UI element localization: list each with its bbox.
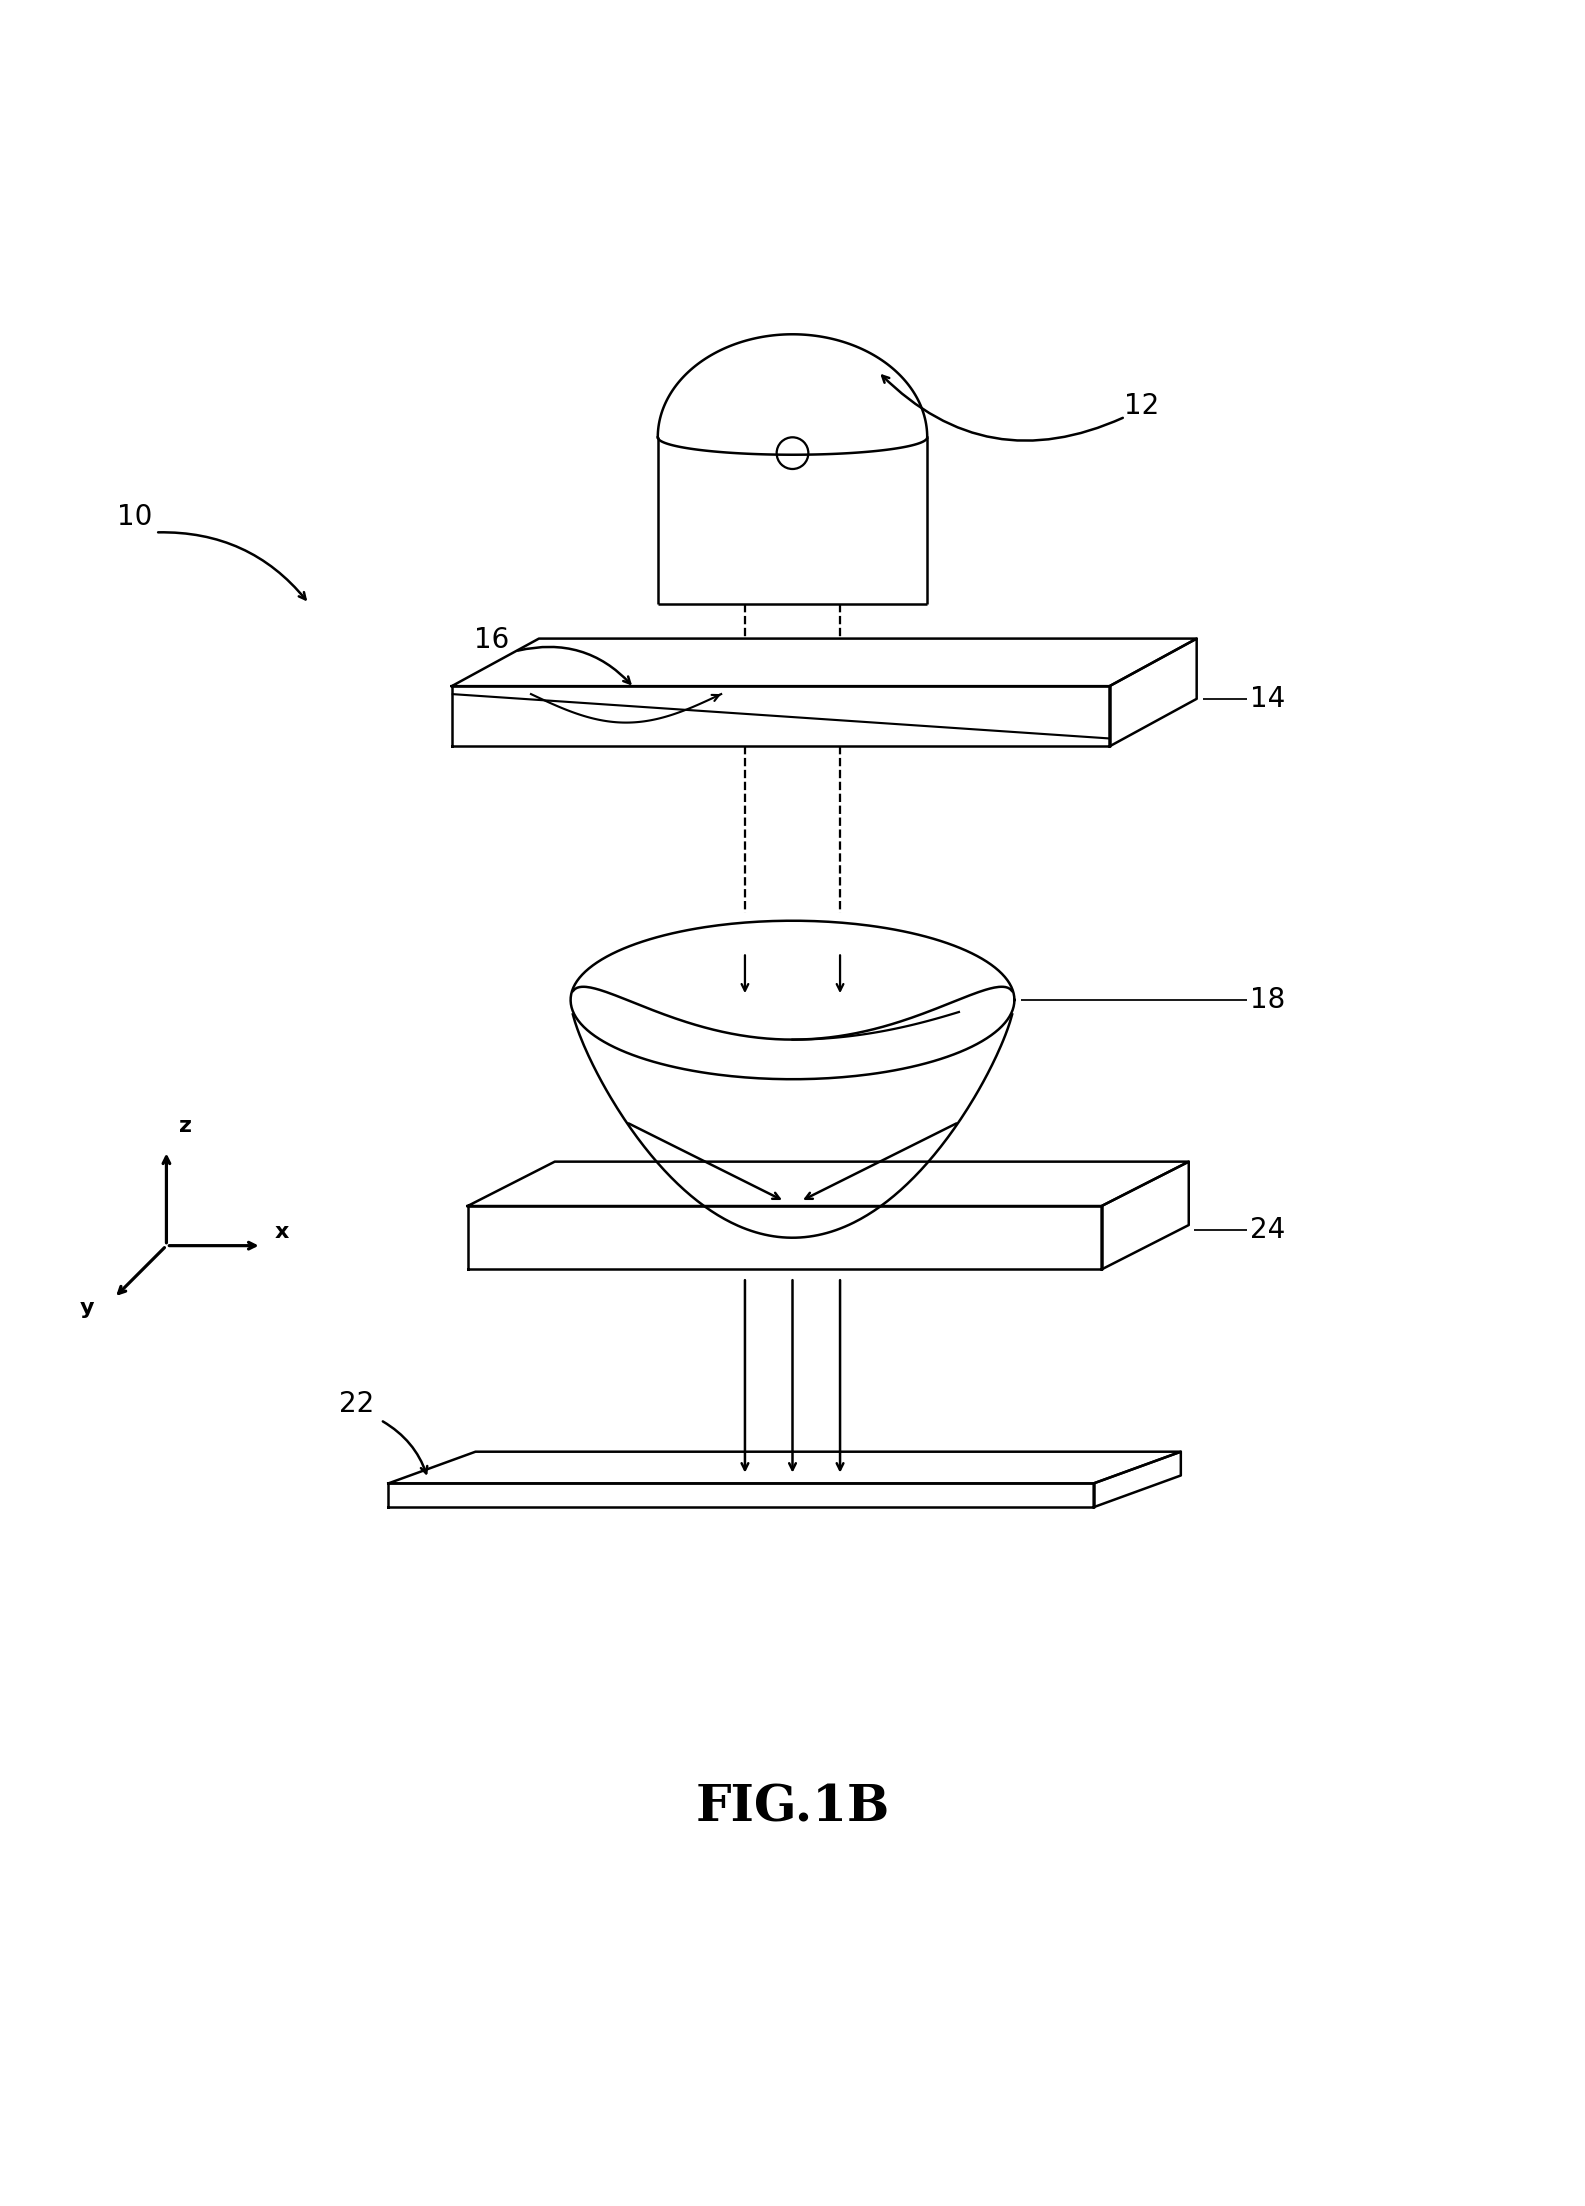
Text: z: z [179, 1116, 192, 1136]
Text: 14: 14 [1251, 684, 1285, 713]
Text: 10: 10 [117, 503, 152, 532]
Text: 24: 24 [1251, 1216, 1285, 1244]
Text: 18: 18 [1251, 986, 1285, 1015]
Text: x: x [274, 1222, 288, 1242]
Text: FIG.1B: FIG.1B [696, 1785, 889, 1833]
Text: 22: 22 [339, 1390, 374, 1418]
Text: y: y [79, 1297, 94, 1317]
Text: 16: 16 [474, 627, 509, 655]
Text: 12: 12 [1124, 393, 1159, 419]
